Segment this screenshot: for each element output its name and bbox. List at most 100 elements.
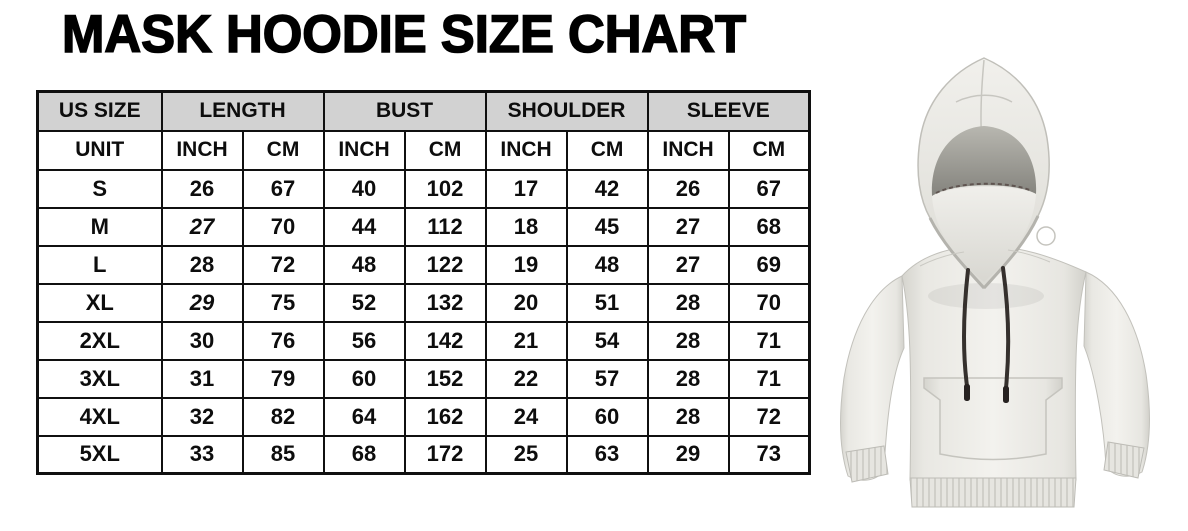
- value-cell: 76: [241, 320, 325, 361]
- value-cell: 122: [403, 244, 487, 285]
- table-row: 5XL 33 85 68 172 25 63 29 73: [36, 434, 811, 475]
- drawstring-left: [962, 268, 970, 388]
- unit-cell: INCH: [484, 129, 568, 171]
- header-group-row: US SIZE LENGTH BUST SHOULDER SLEEVE: [36, 90, 811, 132]
- table-row: 3XL 31 79 60 152 22 57 28 71: [36, 358, 811, 399]
- value-cell: 79: [241, 358, 325, 399]
- shoulder-seam-left: [919, 251, 965, 267]
- product-image: [824, 48, 1168, 530]
- hoodie-sleeve-right: [1083, 271, 1150, 477]
- value-cell: 85: [241, 434, 325, 475]
- value-cell: 28: [160, 244, 244, 285]
- page-title: MASK HOODIE SIZE CHART: [61, 4, 747, 65]
- table-row: M 27 70 44 112 18 45 27 68: [36, 206, 811, 247]
- hood-edge-right: [982, 215, 1040, 290]
- value-cell: 28: [646, 396, 730, 437]
- value-cell: 32: [160, 396, 244, 437]
- value-cell: 45: [565, 206, 649, 247]
- size-cell: 3XL: [36, 358, 163, 399]
- size-cell: M: [36, 206, 163, 247]
- value-cell: 21: [484, 320, 568, 361]
- value-cell: 48: [565, 244, 649, 285]
- value-cell: 31: [160, 358, 244, 399]
- hood-cross-seam: [955, 94, 1013, 103]
- header-us-size: US SIZE: [36, 90, 163, 132]
- value-cell: 26: [160, 168, 244, 209]
- table-row: XL 29 75 52 132 20 51 28 70: [36, 282, 811, 323]
- value-cell: 33: [160, 434, 244, 475]
- value-cell: 172: [403, 434, 487, 475]
- value-cell: 27: [646, 244, 730, 285]
- value-cell: 28: [646, 282, 730, 323]
- value-cell: 48: [322, 244, 406, 285]
- value-cell: 20: [484, 282, 568, 323]
- mask-stitch-line: [935, 182, 1033, 194]
- unit-cell: INCH: [646, 129, 730, 171]
- value-cell: 25: [484, 434, 568, 475]
- value-cell: 71: [727, 358, 811, 399]
- size-cell: 4XL: [36, 396, 163, 437]
- hoodie-pocket: [923, 377, 1063, 461]
- hood-chest-shadow: [928, 283, 1044, 309]
- table-row: 4XL 32 82 64 162 24 60 28 72: [36, 396, 811, 437]
- value-cell: 29: [646, 434, 730, 475]
- value-cell: 152: [403, 358, 487, 399]
- unit-row: UNIT INCH CM INCH CM INCH CM INCH CM: [36, 129, 811, 171]
- drawstring-aglet-left: [964, 384, 970, 401]
- unit-cell: INCH: [160, 129, 244, 171]
- size-table-body: S 26 67 40 102 17 42 26 67 M 27 70 44 112 18 45 27 68 L 28 7…: [36, 168, 811, 475]
- value-cell: 132: [403, 282, 487, 323]
- value-cell: 70: [727, 282, 811, 323]
- value-cell: 30: [160, 320, 244, 361]
- value-cell: 27: [160, 206, 244, 247]
- shoulder-seam-right: [1007, 249, 1051, 263]
- value-cell: 68: [727, 206, 811, 247]
- unit-cell: CM: [403, 129, 487, 171]
- table-row: 2XL 30 76 56 142 21 54 28 71: [36, 320, 811, 361]
- value-cell: 26: [646, 168, 730, 209]
- value-cell: 27: [646, 206, 730, 247]
- size-cell: 2XL: [36, 320, 163, 361]
- hoodie-cuff-left: [845, 445, 889, 483]
- value-cell: 142: [403, 320, 487, 361]
- unit-cell: CM: [241, 129, 325, 171]
- value-cell: 102: [403, 168, 487, 209]
- header-bust: BUST: [322, 90, 487, 132]
- size-cell: 5XL: [36, 434, 163, 475]
- size-cell: XL: [36, 282, 163, 323]
- value-cell: 42: [565, 168, 649, 209]
- drawstring-right: [1001, 266, 1011, 390]
- value-cell: 44: [322, 206, 406, 247]
- hood-edge-left: [928, 217, 986, 290]
- unit-label-cell: UNIT: [36, 129, 163, 171]
- value-cell: 72: [241, 244, 325, 285]
- hoodie-cuff-right: [1103, 441, 1145, 479]
- value-cell: 68: [322, 434, 406, 475]
- value-cell: 63: [565, 434, 649, 475]
- value-cell: 40: [322, 168, 406, 209]
- value-cell: 70: [241, 206, 325, 247]
- value-cell: 162: [403, 396, 487, 437]
- chest-logo-circle: [1036, 226, 1056, 246]
- value-cell: 17: [484, 168, 568, 209]
- mask-hoodie-illustration: [840, 57, 1150, 508]
- value-cell: 67: [241, 168, 325, 209]
- table-row: L 28 72 48 122 19 48 27 69: [36, 244, 811, 285]
- header-shoulder: SHOULDER: [484, 90, 649, 132]
- size-chart-header: US SIZE LENGTH BUST SHOULDER SLEEVE UNIT…: [36, 90, 811, 171]
- size-cell: S: [36, 168, 163, 209]
- value-cell: 28: [646, 358, 730, 399]
- value-cell: 28: [646, 320, 730, 361]
- value-cell: 52: [322, 282, 406, 323]
- unit-cell: CM: [565, 129, 649, 171]
- drawstring-aglet-right: [1003, 386, 1009, 403]
- unit-cell: CM: [727, 129, 811, 171]
- table-row: S 26 67 40 102 17 42 26 67: [36, 168, 811, 209]
- header-length: LENGTH: [160, 90, 325, 132]
- value-cell: 22: [484, 358, 568, 399]
- value-cell: 64: [322, 396, 406, 437]
- value-cell: 57: [565, 358, 649, 399]
- hood-inner-lining: [931, 126, 1037, 196]
- value-cell: 24: [484, 396, 568, 437]
